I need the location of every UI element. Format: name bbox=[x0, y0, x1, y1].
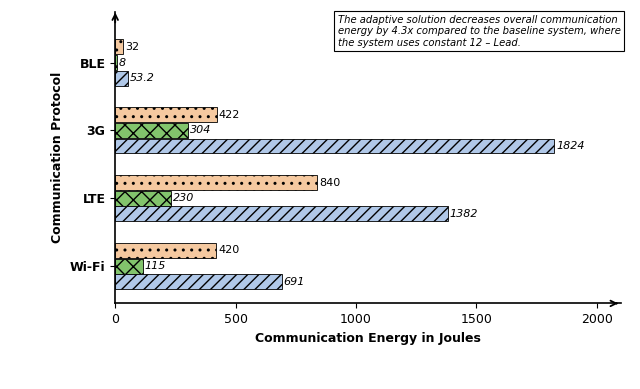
Bar bbox=[115, 71, 128, 86]
Bar bbox=[115, 107, 217, 122]
Text: 840: 840 bbox=[319, 178, 340, 187]
Text: 32: 32 bbox=[125, 42, 139, 52]
Text: 420: 420 bbox=[218, 245, 239, 256]
Bar bbox=[115, 243, 216, 258]
Text: 230: 230 bbox=[173, 193, 194, 203]
Text: 304: 304 bbox=[190, 125, 212, 135]
Bar bbox=[115, 191, 171, 206]
Bar bbox=[115, 259, 143, 273]
Bar bbox=[115, 123, 188, 138]
Bar bbox=[115, 274, 282, 289]
Text: 1382: 1382 bbox=[450, 209, 478, 219]
Bar bbox=[115, 175, 317, 190]
Y-axis label: Communication Protocol: Communication Protocol bbox=[51, 72, 64, 243]
X-axis label: Communication Energy in Joules: Communication Energy in Joules bbox=[255, 332, 481, 345]
Text: 691: 691 bbox=[284, 277, 305, 287]
Text: 115: 115 bbox=[145, 261, 166, 271]
Text: 8: 8 bbox=[119, 58, 126, 68]
Text: 53.2: 53.2 bbox=[130, 73, 155, 83]
Bar bbox=[115, 40, 123, 54]
Bar bbox=[115, 55, 117, 70]
Text: 422: 422 bbox=[219, 110, 240, 120]
Text: The adaptive solution decreases overall communication
energy by 4.3x compared to: The adaptive solution decreases overall … bbox=[338, 15, 621, 48]
Bar bbox=[115, 138, 554, 154]
Text: 1824: 1824 bbox=[556, 141, 585, 151]
Bar bbox=[115, 207, 448, 221]
